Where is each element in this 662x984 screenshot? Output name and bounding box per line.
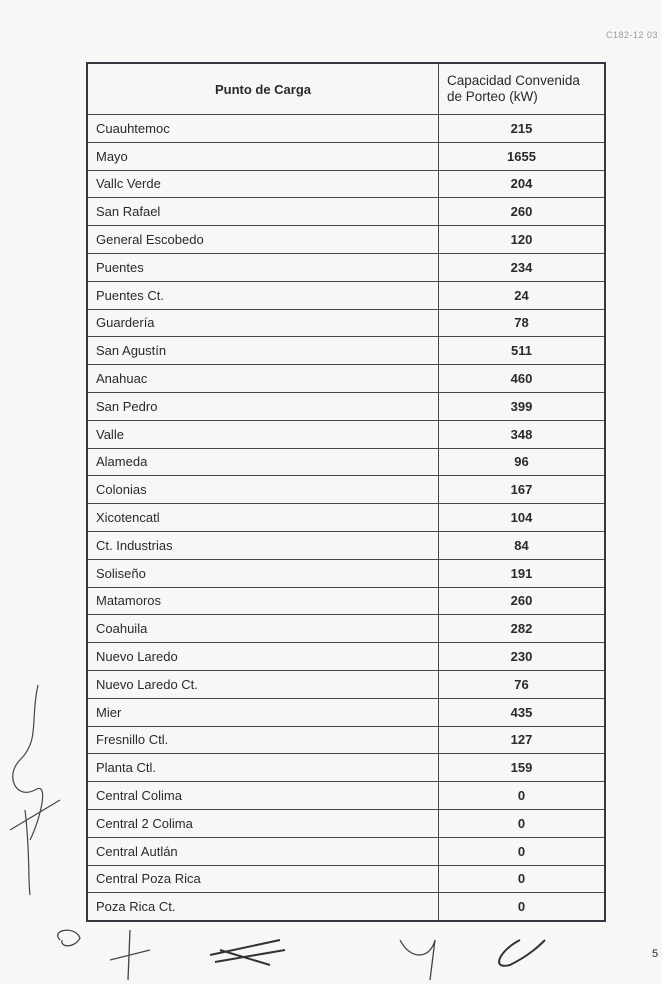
page-number: 5 (652, 948, 659, 960)
table-row: Central 2 Colima 0 (86, 808, 606, 838)
table-row: Xicotencatl 104 (86, 503, 606, 532)
table-row: Central Colima 0 (86, 781, 606, 810)
capacity-value: 260 (438, 586, 606, 616)
load-point-name: Alameda (86, 447, 439, 477)
capacity-value: 24 (438, 280, 606, 310)
capacity-value: 0 (438, 781, 606, 810)
load-point-name: Central Autlán (86, 836, 439, 866)
capacity-value: 0 (438, 808, 606, 838)
capacity-value: 215 (438, 114, 606, 143)
capacity-value: 348 (438, 419, 606, 449)
table-row: Ct. Industrias 84 (86, 530, 606, 560)
table-row: Puentes Ct. 24 (86, 280, 606, 310)
header-punto-de-carga: Punto de Carga (86, 62, 439, 115)
table-row: Poza Rica Ct. 0 (86, 892, 606, 922)
load-point-name: Anahuac (86, 364, 439, 393)
document-code: C182-12 03 (606, 30, 659, 40)
capacity-value: 511 (438, 336, 606, 366)
table-row: Central Poza Rica 0 (86, 864, 606, 894)
load-point-name: Ct. Industrias (86, 530, 439, 560)
capacity-value: 460 (438, 364, 606, 393)
table-row: Guardería 78 (86, 308, 606, 338)
capacity-value: 1655 (438, 141, 606, 171)
load-point-name: Central 2 Colima (86, 808, 439, 838)
table-row: Central Autlán 0 (86, 836, 606, 866)
load-point-name: Xicotencatl (86, 503, 439, 532)
capacity-value: 234 (438, 252, 606, 282)
capacity-value: 0 (438, 864, 606, 894)
load-point-name: Mier (86, 697, 439, 727)
load-point-name: Central Colima (86, 781, 439, 810)
capacity-value: 120 (438, 225, 606, 254)
capacity-value: 260 (438, 197, 606, 227)
load-point-name: Puentes Ct. (86, 280, 439, 310)
load-point-name: Nuevo Laredo Ct. (86, 669, 439, 699)
table-row: Mayo 1655 (86, 141, 606, 171)
header-row: Punto de Carga Capacidad Convenida de Po… (86, 62, 606, 115)
header-capacidad: Capacidad Convenida de Porteo (kW) (438, 62, 606, 115)
load-point-name: Central Poza Rica (86, 864, 439, 894)
load-point-name: Soliseño (86, 558, 439, 588)
table-row: San Pedro 399 (86, 391, 606, 421)
capacity-value: 282 (438, 614, 606, 644)
table-row: Mier 435 (86, 697, 606, 727)
capacity-value: 191 (438, 558, 606, 588)
table-row: Soliseño 191 (86, 558, 606, 588)
capacity-value: 399 (438, 391, 606, 421)
load-point-name: Vallc Verde (86, 169, 439, 199)
capacity-value: 0 (438, 836, 606, 866)
table-row: Matamoros 260 (86, 586, 606, 616)
capacity-value: 0 (438, 892, 606, 922)
capacity-value: 435 (438, 697, 606, 727)
table-row: Cuauhtemoc 215 (86, 114, 606, 143)
load-point-name: Coahuila (86, 614, 439, 644)
load-point-name: Fresnillo Ctl. (86, 725, 439, 755)
load-point-name: Cuauhtemoc (86, 114, 439, 143)
load-point-name: Guardería (86, 308, 439, 338)
load-point-name: Poza Rica Ct. (86, 892, 439, 922)
capacity-value: 96 (438, 447, 606, 477)
capacity-value: 78 (438, 308, 606, 338)
load-point-name: Nuevo Laredo (86, 642, 439, 671)
load-point-name: Puentes (86, 252, 439, 282)
capacity-value: 104 (438, 503, 606, 532)
table-row: Fresnillo Ctl. 127 (86, 725, 606, 755)
table-row: Valle 348 (86, 419, 606, 449)
load-point-name: San Agustín (86, 336, 439, 366)
load-point-name: San Pedro (86, 391, 439, 421)
table-row: Puentes 234 (86, 252, 606, 282)
capacity-value: 167 (438, 475, 606, 505)
load-point-name: San Rafael (86, 197, 439, 227)
table-row: Colonias 167 (86, 475, 606, 505)
signature-left (9, 684, 61, 896)
load-point-name: Matamoros (86, 586, 439, 616)
capacity-value: 159 (438, 753, 606, 783)
load-point-name: Mayo (86, 141, 439, 171)
capacity-value: 84 (438, 530, 606, 560)
load-point-name: Colonias (86, 475, 439, 505)
load-point-name: Planta Ctl. (86, 753, 439, 783)
table-row: Alameda 96 (86, 447, 606, 477)
load-points-table: Punto de Carga Capacidad Convenida de Po… (86, 62, 606, 923)
table-row: Nuevo Laredo 230 (86, 642, 606, 671)
table-row: Nuevo Laredo Ct. 76 (86, 669, 606, 699)
capacity-value: 204 (438, 169, 606, 199)
load-point-name: Valle (86, 419, 439, 449)
table-row: San Rafael 260 (86, 197, 606, 227)
capacity-value: 76 (438, 669, 606, 699)
table-row: Coahuila 282 (86, 614, 606, 644)
table-row: Planta Ctl. 159 (86, 753, 606, 783)
initials-signatures (57, 929, 546, 981)
capacity-value: 230 (438, 642, 606, 671)
capacity-value: 127 (438, 725, 606, 755)
table-row: Vallc Verde 204 (86, 169, 606, 199)
table-row: General Escobedo 120 (86, 225, 606, 254)
table-row: Anahuac 460 (86, 364, 606, 393)
load-point-name: General Escobedo (86, 225, 439, 254)
table-row: San Agustín 511 (86, 336, 606, 366)
